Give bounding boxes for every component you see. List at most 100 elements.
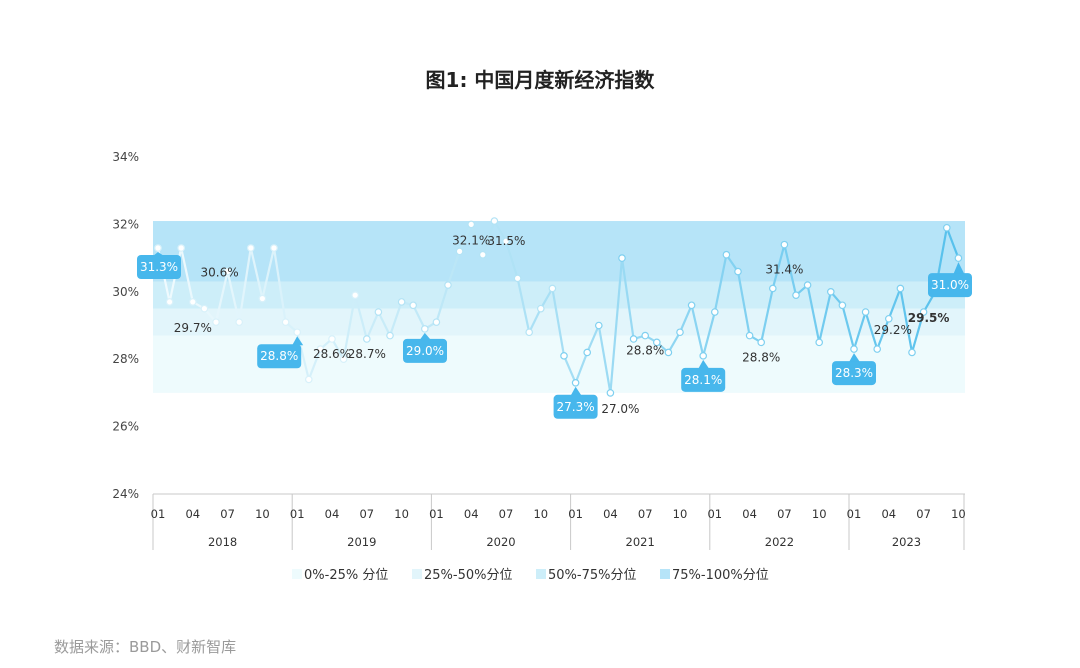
- data-point: [919, 308, 928, 316]
- data-point: [374, 308, 383, 316]
- year-label: 2020: [486, 535, 515, 549]
- callout-text: 28.1%: [684, 373, 722, 387]
- month-tick-label: 01: [151, 507, 166, 521]
- month-tick-label: 04: [325, 507, 340, 521]
- callout-text: 31.0%: [931, 278, 969, 292]
- data-point: [270, 244, 278, 252]
- data-point: [212, 318, 220, 326]
- callout-label: 28.1%: [681, 359, 726, 392]
- legend: 0%-25% 分位 25%-50%分位 50%-75%分位 75%-100%分位: [292, 568, 769, 583]
- year-label: 2022: [765, 535, 794, 549]
- callout-text: 27.3%: [557, 400, 595, 414]
- legend-swatch: [660, 569, 670, 579]
- callout-pointer: [570, 386, 582, 396]
- data-point: [304, 375, 313, 384]
- data-point: [397, 298, 406, 306]
- month-tick-label: 07: [359, 507, 374, 521]
- callout-pointer: [849, 353, 860, 363]
- month-tick-label: 10: [255, 507, 270, 521]
- data-point: [560, 352, 568, 360]
- data-point: [478, 250, 487, 259]
- month-tick-label: 10: [394, 507, 409, 521]
- month-tick-label: 01: [290, 507, 305, 521]
- data-point: [780, 240, 789, 249]
- year-label: 2019: [347, 535, 376, 549]
- data-label: 29.2%: [874, 323, 912, 337]
- callout-text: 31.3%: [140, 260, 178, 274]
- data-point: [154, 244, 162, 252]
- data-point: [548, 284, 557, 293]
- data-label: 31.4%: [765, 263, 803, 277]
- percentile-bands: [153, 221, 965, 393]
- data-point: [189, 298, 197, 306]
- callout-label: 29.0%: [403, 332, 447, 363]
- data-point: [803, 281, 812, 289]
- data-label: 32.1%: [452, 233, 490, 247]
- callout-box: [928, 273, 972, 298]
- data-point: [165, 298, 174, 306]
- callout-pointer: [292, 336, 304, 346]
- y-tick-label: 34%: [112, 150, 139, 164]
- callout-label: 31.3%: [137, 251, 181, 279]
- callout-pointer: [419, 332, 431, 340]
- data-point: [618, 254, 626, 262]
- data-point: [490, 217, 499, 225]
- month-tick-label: 10: [533, 507, 548, 521]
- callout-box: [553, 394, 598, 419]
- legend-swatch: [412, 569, 422, 579]
- data-point: [641, 331, 650, 340]
- data-point: [316, 345, 325, 353]
- data-point: [884, 314, 893, 323]
- data-label: 29.7%: [174, 321, 212, 335]
- y-tick-label: 26%: [112, 420, 139, 434]
- data-point: [247, 244, 255, 252]
- data-point: [362, 335, 371, 343]
- data-point: [768, 284, 777, 293]
- month-tick-label: 01: [847, 507, 862, 521]
- month-tick-label: 10: [951, 507, 966, 521]
- month-tick-label: 07: [638, 507, 653, 521]
- callout-label: 28.8%: [257, 336, 304, 369]
- data-labels: 31.3% 29.7% 30.6% 28.8% 28.6%28.7% 29.0% 32.1%…: [137, 233, 972, 419]
- data-point: [826, 287, 835, 296]
- data-point: [386, 331, 394, 340]
- month-tick-label: 10: [812, 507, 827, 521]
- callout-pointer: [953, 262, 965, 275]
- month-tick-label: 01: [429, 507, 444, 521]
- data-point: [536, 304, 545, 313]
- month-tick-label: 04: [603, 507, 618, 521]
- data-point: [594, 321, 603, 330]
- data-point: [629, 335, 638, 343]
- data-point: [710, 308, 719, 316]
- data-point: [467, 220, 476, 229]
- data-point: [293, 328, 302, 337]
- data-label: 30.6%: [201, 266, 239, 280]
- data-point: [815, 338, 824, 347]
- band-4: [153, 221, 965, 282]
- data-point: [954, 254, 963, 262]
- data-point: [676, 328, 684, 337]
- data-point: [444, 281, 452, 289]
- legend-label: 0%-25% 分位: [304, 568, 388, 583]
- data-point: [432, 318, 441, 326]
- data-label: 27.0%: [601, 402, 639, 416]
- data-point: [525, 328, 534, 337]
- series-line: [156, 219, 960, 394]
- data-point: [513, 274, 522, 283]
- callout-box: [137, 254, 181, 279]
- legend-label: 75%-100%分位: [672, 568, 769, 583]
- callout-box: [832, 361, 876, 386]
- axes: 24% 26% 28% 30% 32% 34% 01 04 07 10 2018 01 04 07 10 20…: [112, 150, 966, 550]
- data-point: [699, 352, 708, 360]
- month-tick-label: 04: [742, 507, 757, 521]
- data-label: 28.8%: [742, 350, 780, 364]
- y-tick-label: 28%: [112, 352, 139, 366]
- callout-label: 28.3%: [832, 353, 876, 386]
- year-label: 2018: [208, 535, 237, 549]
- data-point: [200, 304, 209, 313]
- year-label: 2021: [626, 535, 655, 549]
- data-point: [942, 223, 951, 232]
- source-note: 数据来源：BBD、财新智库: [54, 638, 237, 656]
- data-point: [258, 294, 267, 303]
- year-label: 2023: [892, 535, 921, 549]
